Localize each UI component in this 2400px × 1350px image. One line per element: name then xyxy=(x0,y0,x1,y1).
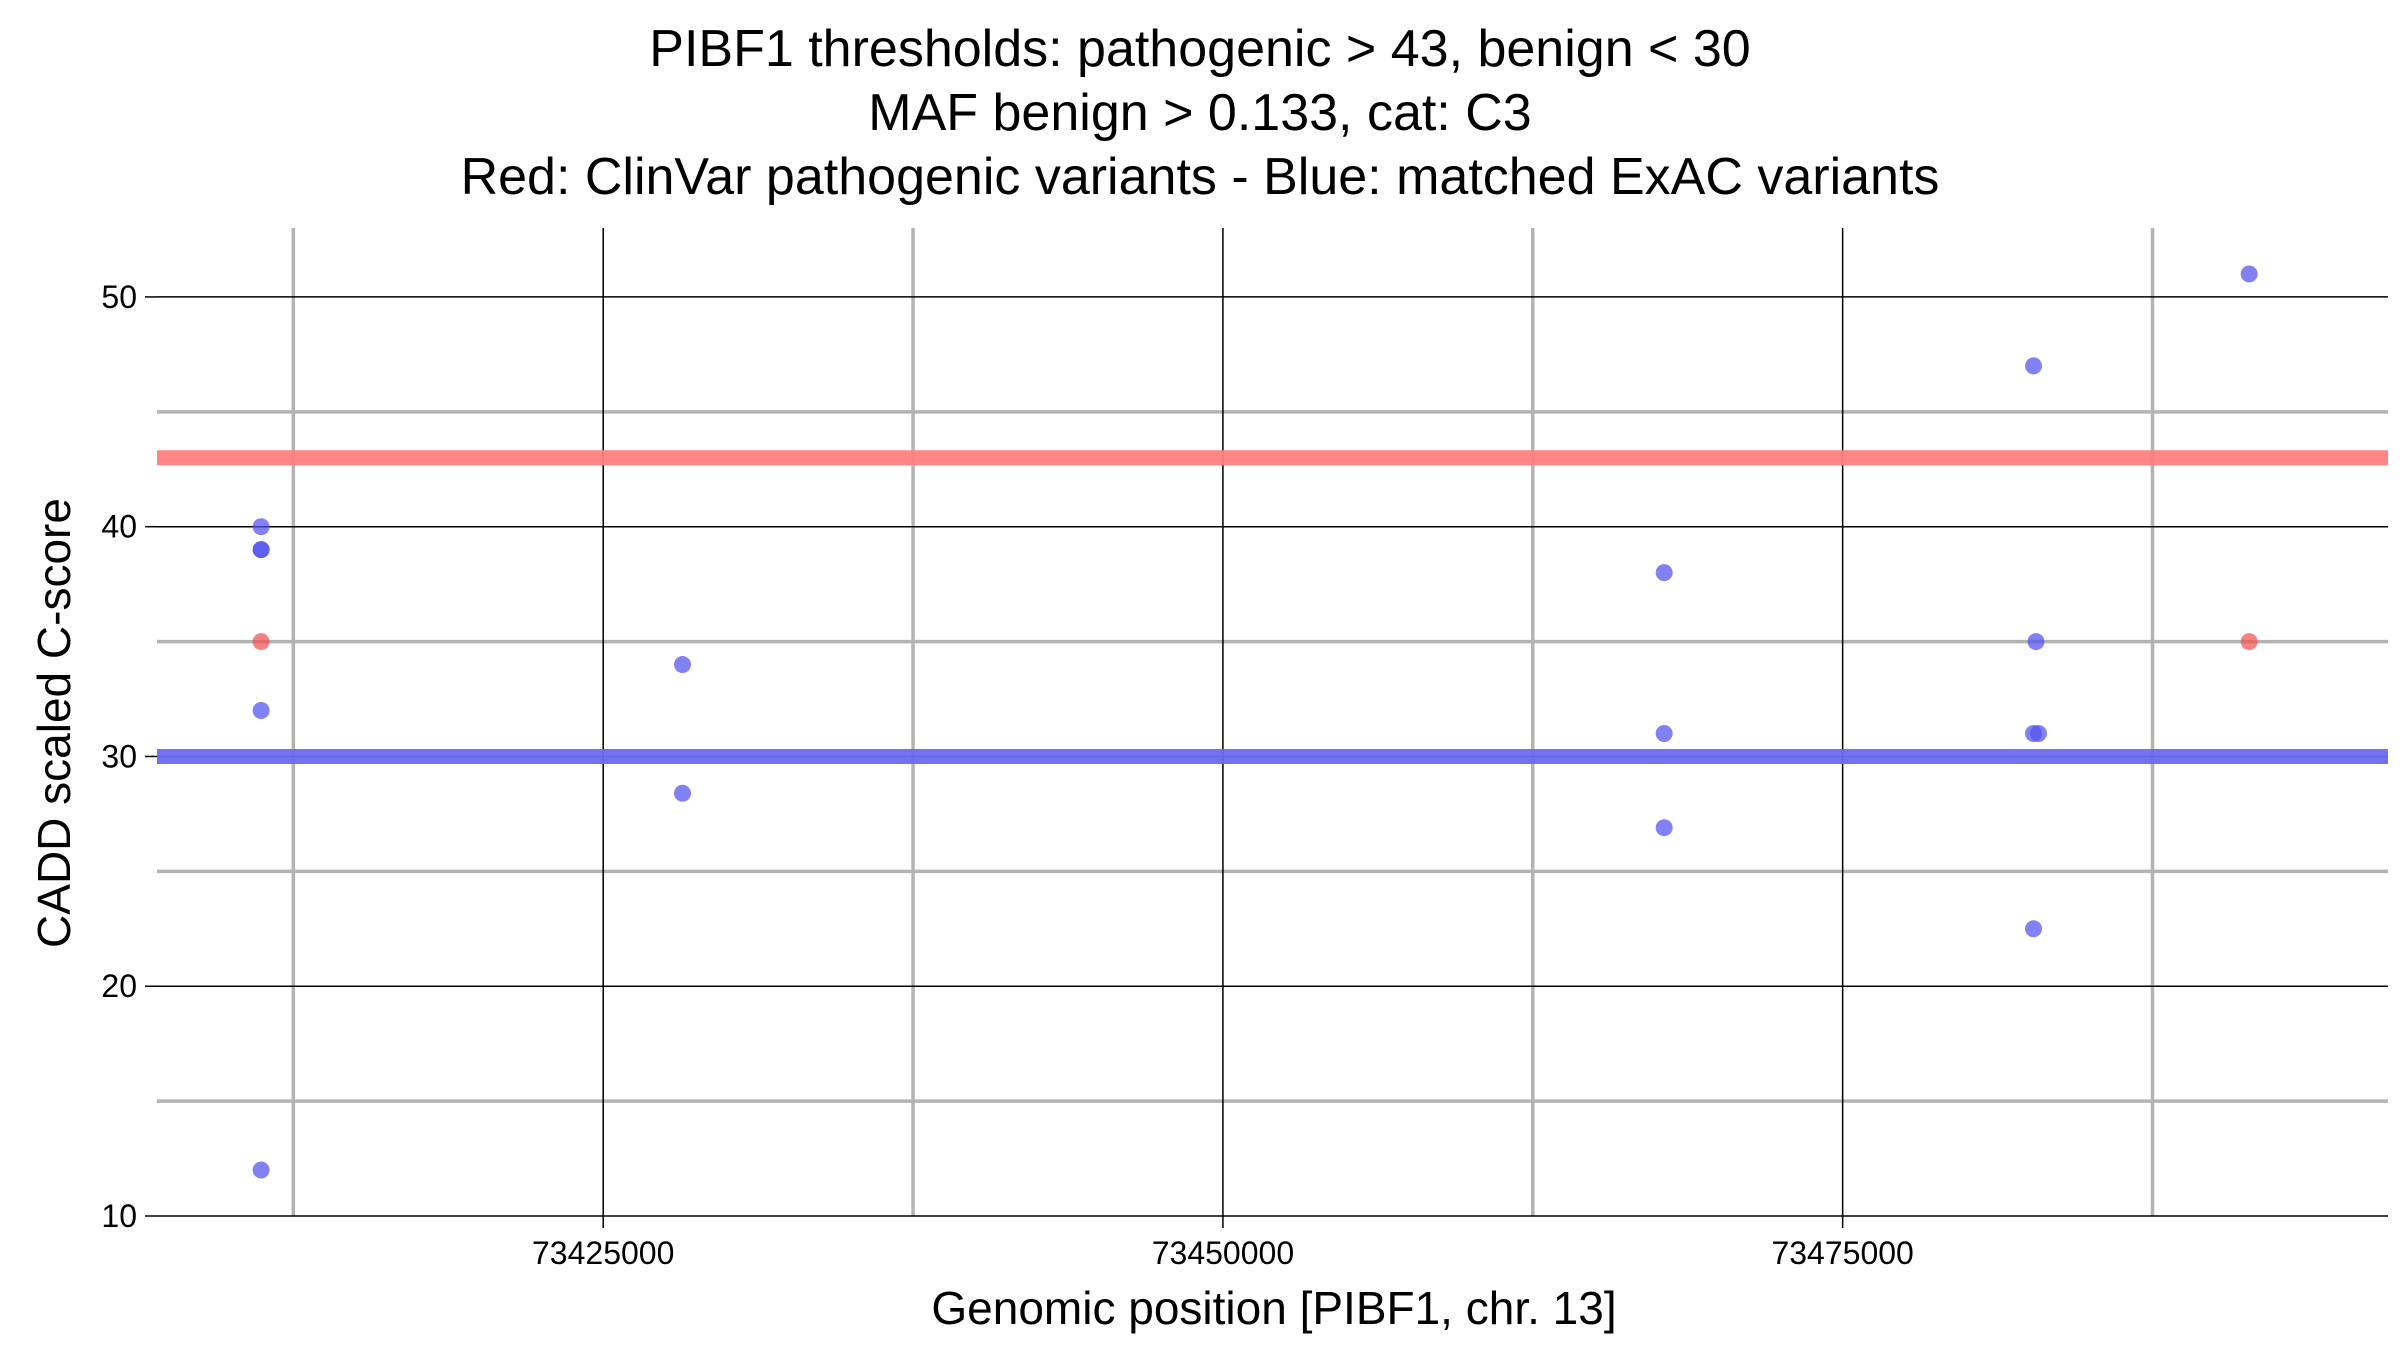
chart-title-line-3: Red: ClinVar pathogenic variants - Blue:… xyxy=(461,148,1940,206)
x-axis: 73425000 73450000 73475000 xyxy=(532,1216,1914,1271)
exac-point xyxy=(2025,920,2043,938)
exac-point xyxy=(2240,265,2258,283)
plot-panel xyxy=(157,228,2388,1217)
exac-point xyxy=(2025,357,2043,375)
clinvar-point xyxy=(252,633,270,651)
chart-title-line-2: MAF benign > 0.133, cat: C3 xyxy=(868,84,1531,142)
x-axis-title: Genomic position [PIBF1, chr. 13] xyxy=(931,1282,1616,1334)
exac-point xyxy=(674,784,692,802)
data-points xyxy=(252,265,2258,1179)
y-tick-label: 40 xyxy=(101,509,137,545)
clinvar-point xyxy=(2240,633,2258,651)
threshold-lines xyxy=(157,450,2388,764)
minor-gridlines xyxy=(157,228,2388,1216)
major-gridlines xyxy=(157,228,2388,1217)
exac-point xyxy=(674,656,692,674)
exac-point xyxy=(2029,724,2047,742)
exac-point xyxy=(252,1161,270,1179)
exac-point xyxy=(252,518,270,536)
x-tick-label: 73475000 xyxy=(1771,1235,1913,1271)
exac-point xyxy=(1655,724,1673,742)
y-axis-title: CADD scaled C-score xyxy=(28,498,80,948)
chart-title-line-1: PIBF1 thresholds: pathogenic > 43, benig… xyxy=(649,20,1750,78)
exac-point xyxy=(1655,564,1673,582)
exac-point xyxy=(2027,633,2045,651)
y-tick-label: 50 xyxy=(101,279,137,315)
x-tick-label: 73425000 xyxy=(532,1235,674,1271)
exac-point xyxy=(252,702,270,720)
y-tick-label: 30 xyxy=(101,738,137,774)
exac-point xyxy=(1655,819,1673,837)
y-axis: 10 20 30 40 50 xyxy=(101,279,157,1234)
x-tick-label: 73450000 xyxy=(1152,1235,1294,1271)
y-tick-label: 10 xyxy=(101,1198,137,1234)
exac-point xyxy=(252,541,270,559)
chart-title: PIBF1 thresholds: pathogenic > 43, benig… xyxy=(461,20,1940,206)
y-tick-label: 20 xyxy=(101,968,137,1004)
